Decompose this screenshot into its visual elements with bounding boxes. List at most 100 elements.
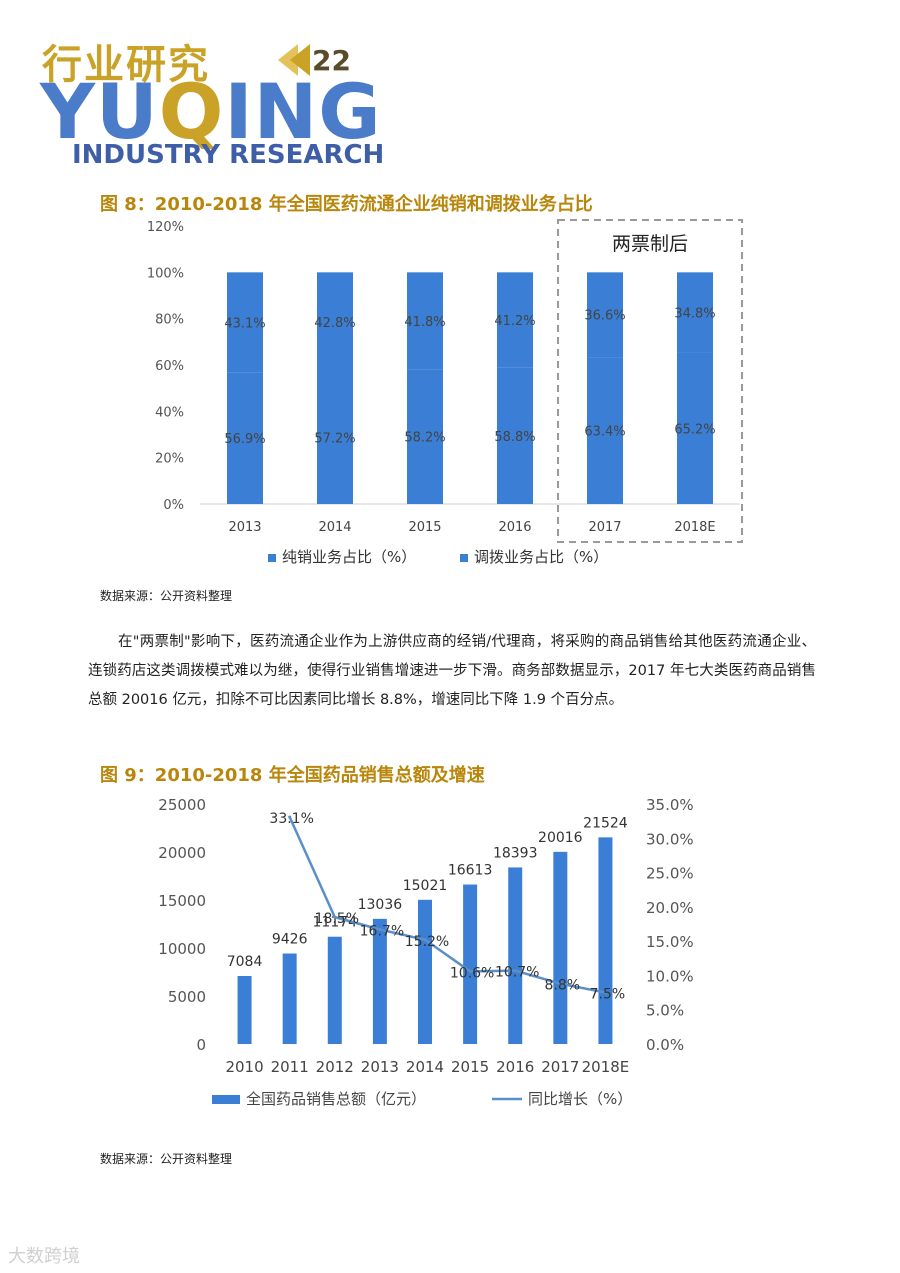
y-tick-label: 20% <box>155 452 184 467</box>
y-left-tick-label: 25000 <box>158 796 206 814</box>
y-right-tick-label: 35.0% <box>646 796 694 814</box>
bar-segment-pure-sales <box>497 367 533 504</box>
bar <box>418 899 432 1044</box>
figure9-chart: 0 5000 10000 15000 20000 25000 0.0% 5.0% 10.0% 15… <box>158 796 694 1108</box>
data-label: 36.6% <box>584 309 625 324</box>
y-right-tick-label: 10.0% <box>646 967 694 985</box>
figure9-title: 图 9：2010-2018 年全国药品销售总额及增速 <box>100 765 485 786</box>
bar-data-label: 21524 <box>583 815 628 831</box>
data-label: 63.4% <box>584 425 625 440</box>
data-label: 58.2% <box>404 431 445 446</box>
growth-data-label: 7.5% <box>590 987 626 1003</box>
y-right-tick-label: 20.0% <box>646 899 694 917</box>
y-tick-label: 120% <box>147 220 184 235</box>
y-tick-label: 40% <box>155 405 184 420</box>
x-tick-label: 2013 <box>228 520 261 535</box>
growth-line <box>288 816 606 994</box>
x-tick-label: 2018E <box>582 1058 630 1076</box>
data-label: 34.8% <box>674 307 715 322</box>
x-tick-label: 2016 <box>498 520 531 535</box>
x-tick-label: 2017 <box>588 520 621 535</box>
data-label: 41.8% <box>404 315 445 330</box>
growth-point <box>513 969 517 973</box>
bar-segment-transfer <box>587 272 623 358</box>
bar-segment-transfer <box>227 272 263 373</box>
bar-data-label: 13036 <box>358 897 403 913</box>
figure9-source: 数据来源：公开资料整理 <box>100 1152 233 1166</box>
x-tick-label: 2012 <box>316 1058 354 1076</box>
data-label: 56.9% <box>224 432 265 447</box>
x-tick-label: 2016 <box>496 1058 534 1076</box>
growth-data-label: 16.7% <box>360 923 404 939</box>
y-right-tick-label: 30.0% <box>646 830 694 848</box>
growth-data-label: 15.2% <box>405 934 449 950</box>
bar-segment-transfer <box>317 272 353 372</box>
y-tick-label: 80% <box>155 313 184 328</box>
y-right-tick-label: 0.0% <box>646 1036 684 1054</box>
legend-label: 纯销业务占比（%） <box>282 548 416 566</box>
highlight-annotation: 两票制后 <box>612 233 688 255</box>
growth-point <box>468 969 472 973</box>
header-title: 行业研究 <box>42 42 210 88</box>
legend-label: 全国药品销售总额（亿元） <box>246 1090 426 1108</box>
y-left-tick-label: 0 <box>196 1036 206 1054</box>
bar-segment-pure-sales <box>587 357 623 504</box>
brand-letter: Q <box>158 67 225 156</box>
y-right-tick-label: 25.0% <box>646 865 694 883</box>
growth-point <box>558 982 562 986</box>
bar-segment-pure-sales <box>677 352 713 504</box>
growth-data-label: 10.6% <box>450 965 494 981</box>
x-tick-label: 2014 <box>318 520 351 535</box>
data-label: 42.8% <box>314 316 355 331</box>
y-right-tick-label: 15.0% <box>646 933 694 951</box>
legend-label: 调拨业务占比（%） <box>474 548 608 566</box>
growth-data-label: 18.5% <box>315 911 359 927</box>
highlight-box <box>557 219 743 543</box>
growth-point <box>333 915 337 919</box>
growth-point <box>423 938 427 942</box>
bar-segment-transfer <box>497 272 533 368</box>
figure8-source: 数据来源：公开资料整理 <box>100 589 233 603</box>
data-label: 58.8% <box>494 430 535 445</box>
legend-swatch-bar <box>212 1095 240 1104</box>
y-left-tick-label: 10000 <box>158 940 206 958</box>
x-tick-label: 2013 <box>361 1058 399 1076</box>
y-tick-label: 100% <box>147 266 184 281</box>
bar-data-label: 9426 <box>272 932 308 948</box>
figure8-chart: 0% 20% 40% 60% 80% 100% 120% 56.9% 43.1% 2013 57.2… <box>147 219 743 566</box>
growth-data-label: 33.1% <box>269 811 313 827</box>
brand-letter: G <box>318 67 382 156</box>
y-left-tick-label: 5000 <box>168 988 206 1006</box>
growth-data-label: 10.7% <box>495 965 539 981</box>
growth-data-label: 8.8% <box>545 978 581 994</box>
x-tick-label: 2014 <box>406 1058 444 1076</box>
legend-label: 同比增长（%） <box>528 1090 632 1108</box>
data-label: 43.1% <box>224 316 265 331</box>
growth-point <box>288 815 292 819</box>
bar-segment-pure-sales <box>407 369 443 504</box>
bar-data-label: 20016 <box>538 830 583 846</box>
growth-point <box>378 927 382 931</box>
watermark: 大数跨境 <box>8 1246 80 1267</box>
bar <box>553 851 568 1044</box>
y-right-tick-label: 5.0% <box>646 1002 684 1020</box>
data-label: 57.2% <box>314 432 355 447</box>
x-tick-label: 2017 <box>541 1058 579 1076</box>
data-label: 41.2% <box>494 314 535 329</box>
growth-point <box>603 991 607 995</box>
y-left-tick-label: 15000 <box>158 892 206 910</box>
x-tick-label: 2015 <box>408 520 441 535</box>
bar-segment-pure-sales <box>317 371 353 504</box>
bar-data-label: 18393 <box>493 845 538 861</box>
header-subtitle: INDUSTRY RESEARCH <box>72 140 385 170</box>
bar <box>372 918 387 1044</box>
bar-data-label: 11174 <box>313 915 358 931</box>
double-arrow-icon <box>278 44 310 76</box>
y-tick-label: 0% <box>163 498 184 513</box>
brand-letter: N <box>253 67 319 156</box>
legend-swatch <box>268 554 276 562</box>
bar <box>598 837 613 1044</box>
y-left-tick-label: 20000 <box>158 844 206 862</box>
bar <box>327 936 342 1044</box>
brand-letter: U <box>96 67 159 156</box>
